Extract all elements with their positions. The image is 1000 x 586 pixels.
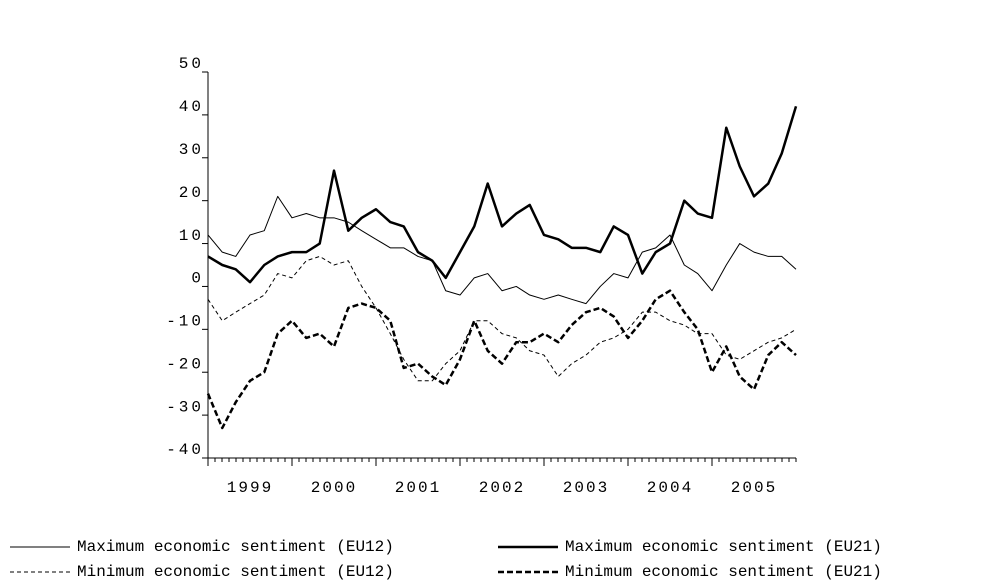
y-tick-label: 20: [179, 184, 204, 202]
x-tick-label: 2005: [731, 479, 777, 497]
y-tick-label: -10: [166, 313, 204, 331]
legend-label: Maximum economic sentiment (EU12): [77, 538, 394, 556]
legend-label: Minimum economic sentiment (EU12): [77, 563, 394, 581]
legend-label: Minimum economic sentiment (EU21): [565, 563, 882, 581]
x-tick-label: 2004: [647, 479, 693, 497]
x-tick-label: 1999: [227, 479, 273, 497]
y-tick-label: -30: [166, 398, 204, 416]
y-tick-label: 40: [179, 98, 204, 116]
legend-label: Maximum economic sentiment (EU21): [565, 538, 882, 556]
y-tick-label: 10: [179, 227, 204, 245]
y-tick-label: 50: [179, 55, 204, 73]
x-tick-label: 2003: [563, 479, 609, 497]
y-tick-label: 30: [179, 141, 204, 159]
series-line: [207, 255, 797, 382]
x-tick-label: 2001: [395, 479, 441, 497]
x-tick-label: 2002: [479, 479, 525, 497]
y-tick-label: 0: [191, 270, 204, 288]
y-tick-label: -40: [166, 441, 204, 459]
y-tick-label: -20: [166, 355, 204, 373]
x-tick-label: 2000: [311, 479, 357, 497]
series-line: [207, 105, 798, 284]
series-line: [206, 289, 797, 430]
series-line: [207, 195, 797, 305]
